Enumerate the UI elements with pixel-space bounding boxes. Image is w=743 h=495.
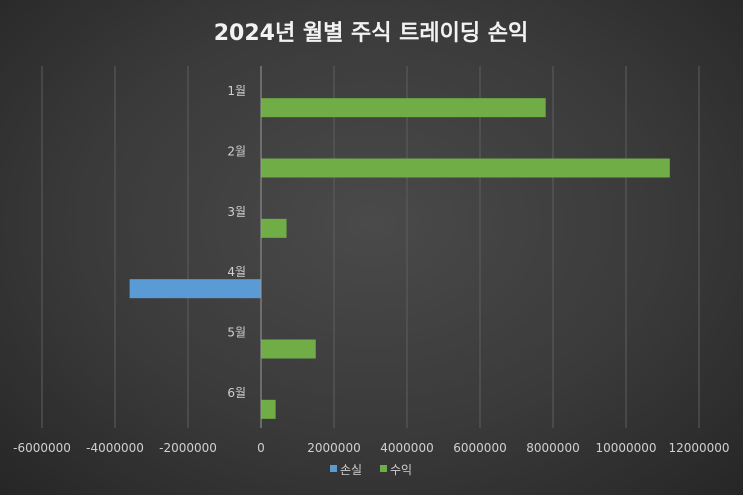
- bar: [261, 98, 546, 118]
- legend: 손실 수익: [330, 463, 412, 477]
- x-tick-label: 6000000: [453, 441, 506, 455]
- x-tick-label: 10000000: [595, 441, 656, 455]
- x-tick-label: -2000000: [159, 441, 217, 455]
- x-tick-label: 8000000: [526, 441, 579, 455]
- bars: [129, 98, 670, 419]
- legend-label: 수익: [390, 463, 412, 477]
- legend-swatch: [330, 465, 337, 472]
- bar: [261, 218, 287, 238]
- category-label: 1월: [227, 84, 246, 98]
- x-tick-label: 0: [257, 441, 265, 455]
- category-label: 3월: [227, 205, 246, 219]
- x-tick-label: 2000000: [307, 441, 360, 455]
- x-tick-label: 4000000: [380, 441, 433, 455]
- chart-title: 2024년 월별 주식 트레이딩 손익: [214, 21, 529, 46]
- category-label: 6월: [227, 386, 246, 400]
- bar: [261, 399, 276, 419]
- category-label: 5월: [227, 326, 246, 340]
- legend-label: 손실: [340, 463, 362, 477]
- x-tick-label: -4000000: [86, 441, 144, 455]
- bar: [261, 339, 316, 359]
- legend-swatch: [380, 465, 387, 472]
- category-label: 2월: [227, 145, 246, 159]
- x-tick-label: 12000000: [668, 441, 729, 455]
- gridlines: [41, 66, 700, 428]
- bar: [261, 158, 670, 178]
- x-tick-label: -6000000: [13, 441, 71, 455]
- category-label: 4월: [227, 265, 246, 279]
- bar: [129, 279, 261, 299]
- labels: -6000000 -4000000 -2000000 0 2000000 4000000 6…: [13, 84, 729, 455]
